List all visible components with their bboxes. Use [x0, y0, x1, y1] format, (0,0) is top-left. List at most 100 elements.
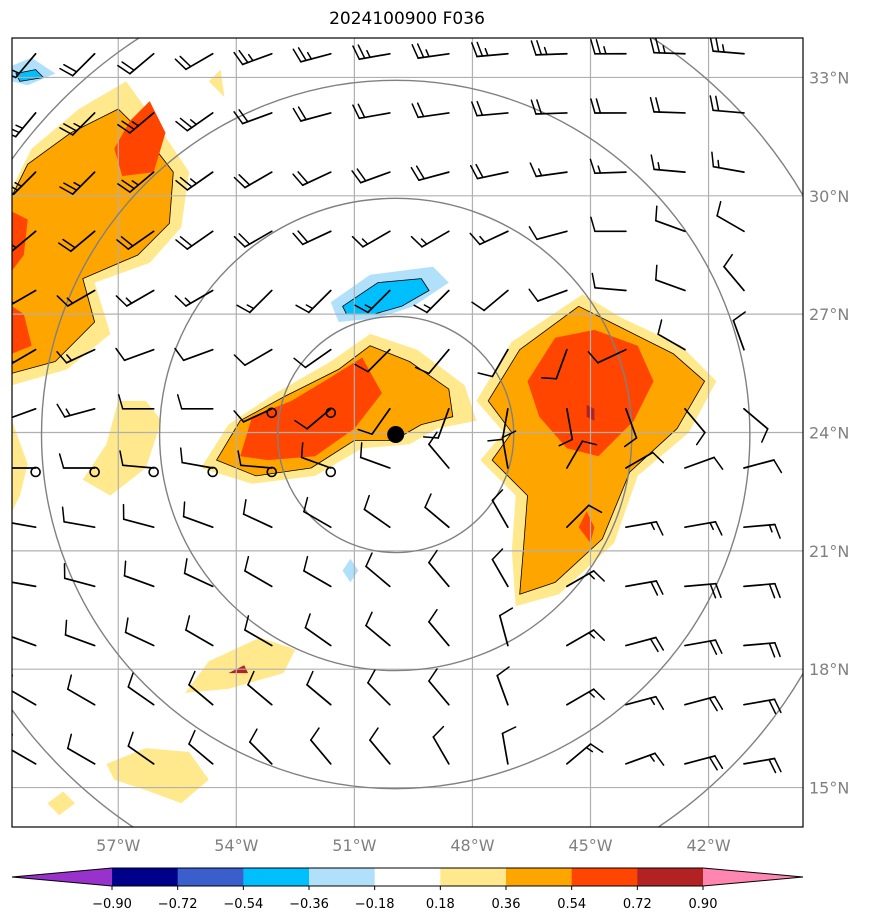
range-ring-1	[158, 197, 633, 672]
wind-barb-0-7	[411, 43, 450, 59]
wind-barb-7-3	[179, 447, 214, 469]
wind-barb-3-5	[292, 230, 332, 246]
wind-barb-4-1	[56, 289, 96, 307]
wind-barb-1-3	[175, 112, 214, 132]
plot-frame	[11, 37, 804, 828]
wind-barb-4-12	[723, 253, 745, 292]
wind-barb-0-9	[530, 40, 568, 56]
wind-barb-11-2	[127, 672, 155, 706]
wind-barb-3-4	[233, 230, 273, 248]
contour-region-2	[12, 420, 28, 512]
wind-barb-10-4	[244, 615, 273, 647]
wind-barb-4-8	[471, 289, 509, 312]
wind-barb-1-7	[411, 102, 450, 119]
wind-barb-7-9	[566, 440, 598, 469]
wind-barb-0-12	[709, 38, 745, 55]
wind-barb-10-11	[684, 639, 723, 655]
y-tick-label-0: 33°N	[809, 68, 849, 87]
wind-barb-5-11	[657, 319, 686, 351]
colorbar-label-0: −0.90	[92, 897, 132, 912]
wind-barb-6-2	[117, 394, 155, 410]
wind-barb-10-3	[185, 615, 214, 647]
wind-barb-3-12	[716, 200, 745, 233]
wind-barb-6-3	[176, 394, 214, 410]
wind-barb-11-4	[247, 670, 273, 706]
wind-barb-0-2	[117, 52, 155, 75]
wind-barb-1-8	[471, 100, 509, 117]
wind-barb-6-8	[487, 407, 509, 442]
wind-barb-4-5	[295, 289, 332, 314]
y-tick-label-4: 21°N	[809, 542, 849, 561]
wind-barb-8-3	[182, 501, 214, 529]
wind-barb-1-12	[709, 95, 745, 114]
colorbar: −0.90 −0.72 −0.54 −0.36 −0.18 0.18 0.36 0.54 0.7…	[11, 867, 804, 912]
wind-barb-3-7	[410, 230, 450, 248]
wind-barb-5-12	[732, 311, 746, 351]
range-rings	[12, 38, 803, 827]
wind-barb-1-1	[59, 112, 96, 136]
wind-barb-5-6	[354, 348, 391, 373]
circle-marker-3	[207, 466, 219, 478]
wind-barb-5-8	[477, 348, 509, 378]
circle-marker-1	[89, 466, 100, 478]
chart-title: 2024100900 F036	[329, 9, 485, 29]
wind-barb-4-6	[354, 289, 391, 314]
wind-barb-7-12	[743, 459, 783, 474]
wind-barb-11-3	[188, 670, 214, 706]
wind-barb-4-2	[115, 289, 155, 307]
colorbar-label-4: −0.18	[355, 897, 395, 912]
wind-barb-0-8	[471, 41, 509, 58]
wind-barb-6-12	[743, 407, 769, 443]
wind-barb-4-4	[236, 289, 273, 314]
wind-barb-1-0	[12, 112, 37, 138]
markers-layer	[30, 407, 405, 478]
colorbar-segment-1	[177, 868, 244, 886]
wind-barb-1-10	[590, 98, 627, 114]
wind-barb-10-6	[365, 611, 391, 647]
wind-barb-8-0	[12, 522, 37, 529]
wind-barb-7-10	[625, 451, 664, 469]
y-tick-label-3: 24°N	[809, 424, 849, 443]
wind-barb-3-9	[528, 226, 568, 241]
wind-barb-8-10	[625, 520, 664, 536]
circle-marker-7	[325, 407, 337, 419]
colorbar-label-3: −0.36	[289, 897, 329, 912]
wind-barb-10-12	[743, 641, 781, 658]
x-tick-label-2: 51°W	[332, 836, 376, 855]
wind-barb-0-3	[174, 52, 214, 71]
colorbar-label-5: 0.18	[426, 897, 455, 912]
wind-barb-4-3	[174, 289, 214, 307]
circle-marker-5	[325, 466, 337, 478]
wind-barb-9-10	[625, 580, 664, 596]
wind-barb-5-9	[541, 348, 568, 380]
circle-marker-0	[30, 466, 41, 478]
wind-barb-12-2	[127, 731, 155, 765]
wind-barb-12-5	[309, 727, 332, 765]
wind-barb-10-2	[124, 617, 155, 647]
wind-barb-4-11	[654, 264, 686, 292]
wind-barb-10-1	[64, 619, 96, 647]
wind-barb-0-11	[649, 38, 686, 55]
contour-region-13	[12, 211, 28, 271]
wind-barb-1-2	[117, 112, 155, 134]
wind-barb-4-10	[591, 272, 627, 292]
wind-barb-4-0	[12, 289, 37, 306]
contour-region-9	[12, 108, 174, 374]
wind-barb-7-4	[237, 450, 273, 469]
contour-region-1	[82, 400, 162, 496]
wind-barb-9-5	[303, 555, 332, 588]
y-tick-label-1: 30°N	[809, 187, 849, 206]
wind-barb-5-4	[233, 348, 273, 367]
wind-barb-9-9	[566, 570, 605, 588]
colorbar-segment-3	[309, 868, 376, 886]
y-tick-label-2: 27°N	[809, 305, 849, 324]
wind-barb-11-0	[12, 674, 37, 706]
wind-barb-8-2	[122, 503, 155, 529]
wind-barb-9-2	[123, 560, 155, 588]
contour-region-5	[185, 637, 296, 693]
circle-marker-4	[266, 466, 278, 478]
wind-barb-7-0	[12, 467, 37, 469]
wind-barb-8-4	[242, 498, 273, 529]
wind-barb-12-1	[66, 733, 96, 765]
